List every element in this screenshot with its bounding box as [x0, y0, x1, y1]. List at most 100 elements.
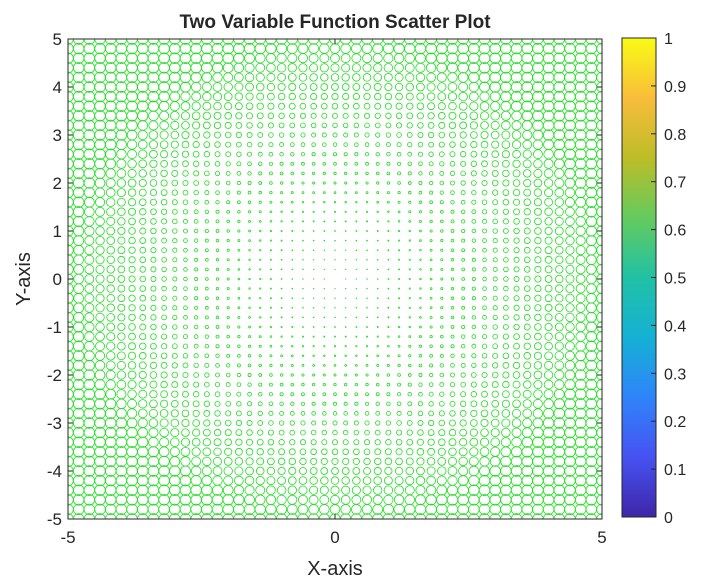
scatter-point	[72, 129, 85, 141]
scatter-point	[117, 265, 126, 274]
scatter-point	[542, 42, 555, 55]
scatter-point	[247, 363, 252, 368]
scatter-point	[532, 90, 544, 103]
scatter-point	[291, 287, 294, 290]
scatter-point	[333, 191, 337, 194]
scatter-point	[323, 239, 326, 242]
scatter-point	[297, 513, 309, 519]
scatter-point	[491, 169, 499, 177]
scatter-point	[468, 503, 480, 516]
scatter-point	[544, 246, 553, 255]
scatter-point	[290, 181, 294, 185]
scatter-point	[150, 237, 157, 244]
scatter-point	[596, 398, 602, 410]
scatter-point	[398, 316, 401, 319]
scatter-point	[344, 345, 347, 348]
scatter-point	[544, 275, 553, 283]
scatter-point	[201, 503, 213, 516]
scatter-point	[344, 326, 347, 328]
scatter-point	[585, 331, 597, 343]
scatter-point	[299, 83, 307, 91]
scatter-point	[396, 410, 402, 416]
scatter-point	[513, 247, 520, 254]
scatter-point	[288, 83, 297, 91]
scatter-point	[171, 371, 179, 379]
scatter-point	[460, 160, 467, 167]
scatter-point	[203, 410, 211, 417]
scatter-point	[437, 82, 447, 92]
scatter-point	[248, 239, 251, 242]
scatter-point	[297, 43, 309, 54]
scatter-point	[534, 227, 542, 235]
y-tick-label: 2	[53, 174, 62, 193]
scatter-point	[73, 235, 85, 246]
scatter-point	[574, 398, 587, 410]
scatter-point	[94, 110, 106, 122]
scatter-point	[269, 239, 272, 242]
scatter-point	[192, 400, 200, 408]
scatter-point	[248, 210, 252, 214]
scatter-point	[201, 513, 213, 519]
scatter-point	[457, 62, 469, 74]
x-axis-label: X-axis	[307, 558, 363, 580]
scatter-point	[375, 392, 380, 397]
scatter-point	[513, 352, 521, 360]
scatter-point	[94, 167, 106, 179]
scatter-point	[585, 90, 598, 103]
scatter-point	[343, 420, 349, 426]
scatter-point	[138, 370, 147, 380]
scatter-point	[426, 466, 436, 476]
scatter-point	[332, 122, 338, 129]
scatter-point	[355, 364, 358, 367]
scatter-point	[376, 373, 380, 377]
scatter-point	[553, 52, 565, 64]
scatter-point	[450, 363, 455, 368]
scatter-point	[585, 378, 598, 391]
scatter-point	[447, 72, 458, 83]
scatter-point	[395, 438, 403, 446]
x-tick-label: 5	[597, 528, 606, 547]
axes-box	[67, 38, 603, 520]
scatter-point	[447, 466, 458, 476]
scatter-point	[330, 63, 340, 73]
scatter-point	[544, 303, 553, 312]
scatter-point	[126, 110, 138, 122]
scatter-point	[213, 101, 222, 111]
scatter-point	[181, 140, 190, 149]
scatter-point	[344, 171, 348, 176]
scatter-point	[542, 81, 555, 93]
scatter-point	[267, 438, 275, 446]
scatter-point	[323, 210, 326, 213]
scatter-point	[449, 161, 456, 167]
scatter-point	[204, 381, 210, 388]
colorbar-tick-label: 0.2	[664, 414, 686, 431]
scatter-point	[543, 379, 554, 390]
scatter-point	[478, 474, 491, 487]
scatter-point	[393, 494, 405, 505]
scatter-point	[419, 297, 422, 300]
scatter-point	[478, 484, 491, 496]
scatter-point	[521, 90, 533, 103]
scatter-point	[414, 42, 427, 55]
scatter-point	[72, 167, 85, 180]
scatter-point	[543, 158, 554, 169]
scatter-point	[278, 439, 285, 446]
scatter-point	[448, 121, 457, 130]
scatter-point	[405, 466, 415, 476]
scatter-point	[334, 335, 336, 338]
scatter-point	[468, 71, 480, 83]
scatter-point	[257, 132, 264, 138]
scatter-point	[172, 276, 178, 282]
scatter-point	[309, 83, 318, 91]
scatter-point	[214, 131, 221, 139]
scatter-point	[429, 200, 433, 205]
scatter-point	[115, 90, 128, 103]
scatter-point	[439, 190, 444, 195]
scatter-point	[521, 494, 533, 506]
scatter-point	[245, 82, 254, 92]
scatter-point	[564, 62, 576, 74]
scatter-point	[138, 380, 147, 389]
scatter-point	[322, 152, 327, 157]
scatter-point	[147, 100, 159, 112]
scatter-point	[366, 249, 368, 251]
